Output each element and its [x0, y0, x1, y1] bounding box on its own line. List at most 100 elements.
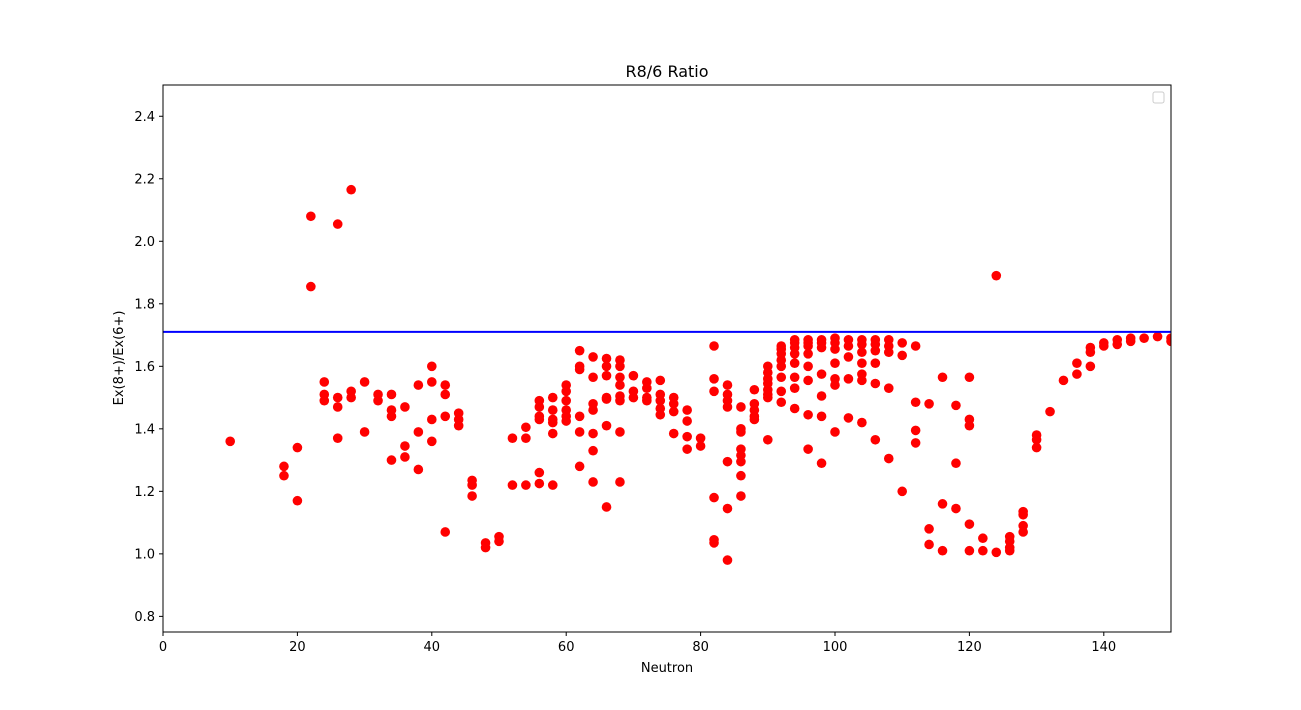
data-point [937, 372, 948, 383]
data-point [857, 417, 867, 428]
data-point [951, 400, 961, 411]
data-point [480, 542, 491, 553]
data-point [803, 444, 813, 454]
data-point [722, 380, 733, 390]
y-axis-label: Ex(8+)/Ex(6+) [112, 311, 127, 406]
data-point [897, 350, 907, 361]
data-point [803, 409, 813, 420]
data-point [870, 358, 881, 368]
data-point [279, 470, 289, 481]
data-point [521, 422, 531, 433]
data-point [292, 495, 303, 506]
data-point [588, 405, 598, 415]
data-point [830, 344, 840, 354]
x-axis-label: Neutron [641, 661, 693, 676]
data-point [561, 416, 571, 426]
data-point [668, 406, 679, 417]
data-point [803, 361, 813, 372]
data-point [588, 445, 598, 456]
x-tick-label: 60 [558, 640, 575, 655]
data-point [883, 347, 894, 358]
data-point [964, 519, 975, 529]
data-point [897, 338, 907, 348]
data-point [857, 358, 867, 368]
data-point [561, 386, 571, 397]
data-point [776, 372, 787, 383]
data-point [400, 452, 410, 462]
data-point [655, 375, 666, 386]
data-point [1072, 369, 1082, 379]
data-point [857, 339, 867, 350]
data-point [709, 341, 719, 351]
data-point [547, 405, 558, 415]
data-point [534, 478, 545, 489]
data-point [830, 427, 840, 437]
data-point [306, 281, 316, 292]
data-point [722, 456, 733, 467]
data-point [642, 395, 652, 406]
data-point [816, 411, 827, 422]
data-point [574, 411, 585, 422]
data-point [883, 383, 894, 393]
y-axis: 0.8 1.0 1.2 1.4 1.6 1.8 2.0 2.2 2.4 [134, 110, 163, 625]
data-point [843, 374, 854, 384]
data-point [668, 399, 679, 409]
data-point [964, 372, 975, 383]
data-point [601, 394, 612, 404]
y-tick-label: 2.2 [134, 172, 155, 187]
data-point [1004, 545, 1015, 556]
data-point [601, 502, 612, 512]
x-tick-label: 120 [957, 640, 982, 655]
data-point [547, 428, 558, 439]
data-point [1031, 434, 1042, 445]
data-point [709, 374, 719, 384]
data-point [521, 433, 531, 444]
y-tick-label: 1.2 [134, 485, 155, 500]
y-tick-label: 0.8 [134, 610, 155, 625]
data-point [1018, 509, 1028, 520]
data-point [870, 378, 881, 389]
plot-frame [162, 84, 1172, 633]
data-point [453, 420, 464, 431]
legend-box [1152, 91, 1165, 104]
data-point [857, 347, 867, 358]
data-point [628, 392, 639, 403]
data-point [749, 384, 760, 395]
data-point [1125, 336, 1136, 347]
data-point [803, 375, 813, 386]
data-point [816, 342, 827, 353]
data-point [736, 427, 746, 437]
data-point [521, 480, 531, 490]
data-point [319, 395, 330, 406]
data-point [346, 392, 356, 403]
x-axis: 0 20 40 60 80 100 120 140 [159, 632, 1116, 655]
data-point [225, 436, 235, 447]
data-point [642, 383, 652, 393]
data-point [332, 402, 343, 412]
y-tick-label: 1.8 [134, 297, 155, 312]
data-point [588, 428, 598, 439]
data-point [897, 486, 907, 497]
data-point [736, 491, 746, 501]
data-point [427, 436, 437, 447]
data-point [978, 533, 988, 544]
data-point [332, 392, 343, 403]
data-point [937, 545, 948, 556]
data-point [736, 456, 746, 467]
data-point [1045, 406, 1055, 417]
data-point [615, 477, 625, 487]
data-point [951, 458, 961, 469]
data-point [561, 395, 571, 406]
data-point [346, 184, 356, 195]
data-point [843, 413, 854, 423]
data-point [1085, 347, 1096, 358]
data-point [440, 411, 451, 422]
data-point [440, 389, 451, 400]
x-tick-label: 0 [159, 640, 167, 655]
data-point [991, 547, 1002, 558]
data-point [830, 380, 840, 390]
data-point [789, 349, 800, 359]
data-point [359, 427, 370, 437]
y-tick-label: 2.0 [134, 235, 155, 250]
data-point [601, 370, 612, 381]
